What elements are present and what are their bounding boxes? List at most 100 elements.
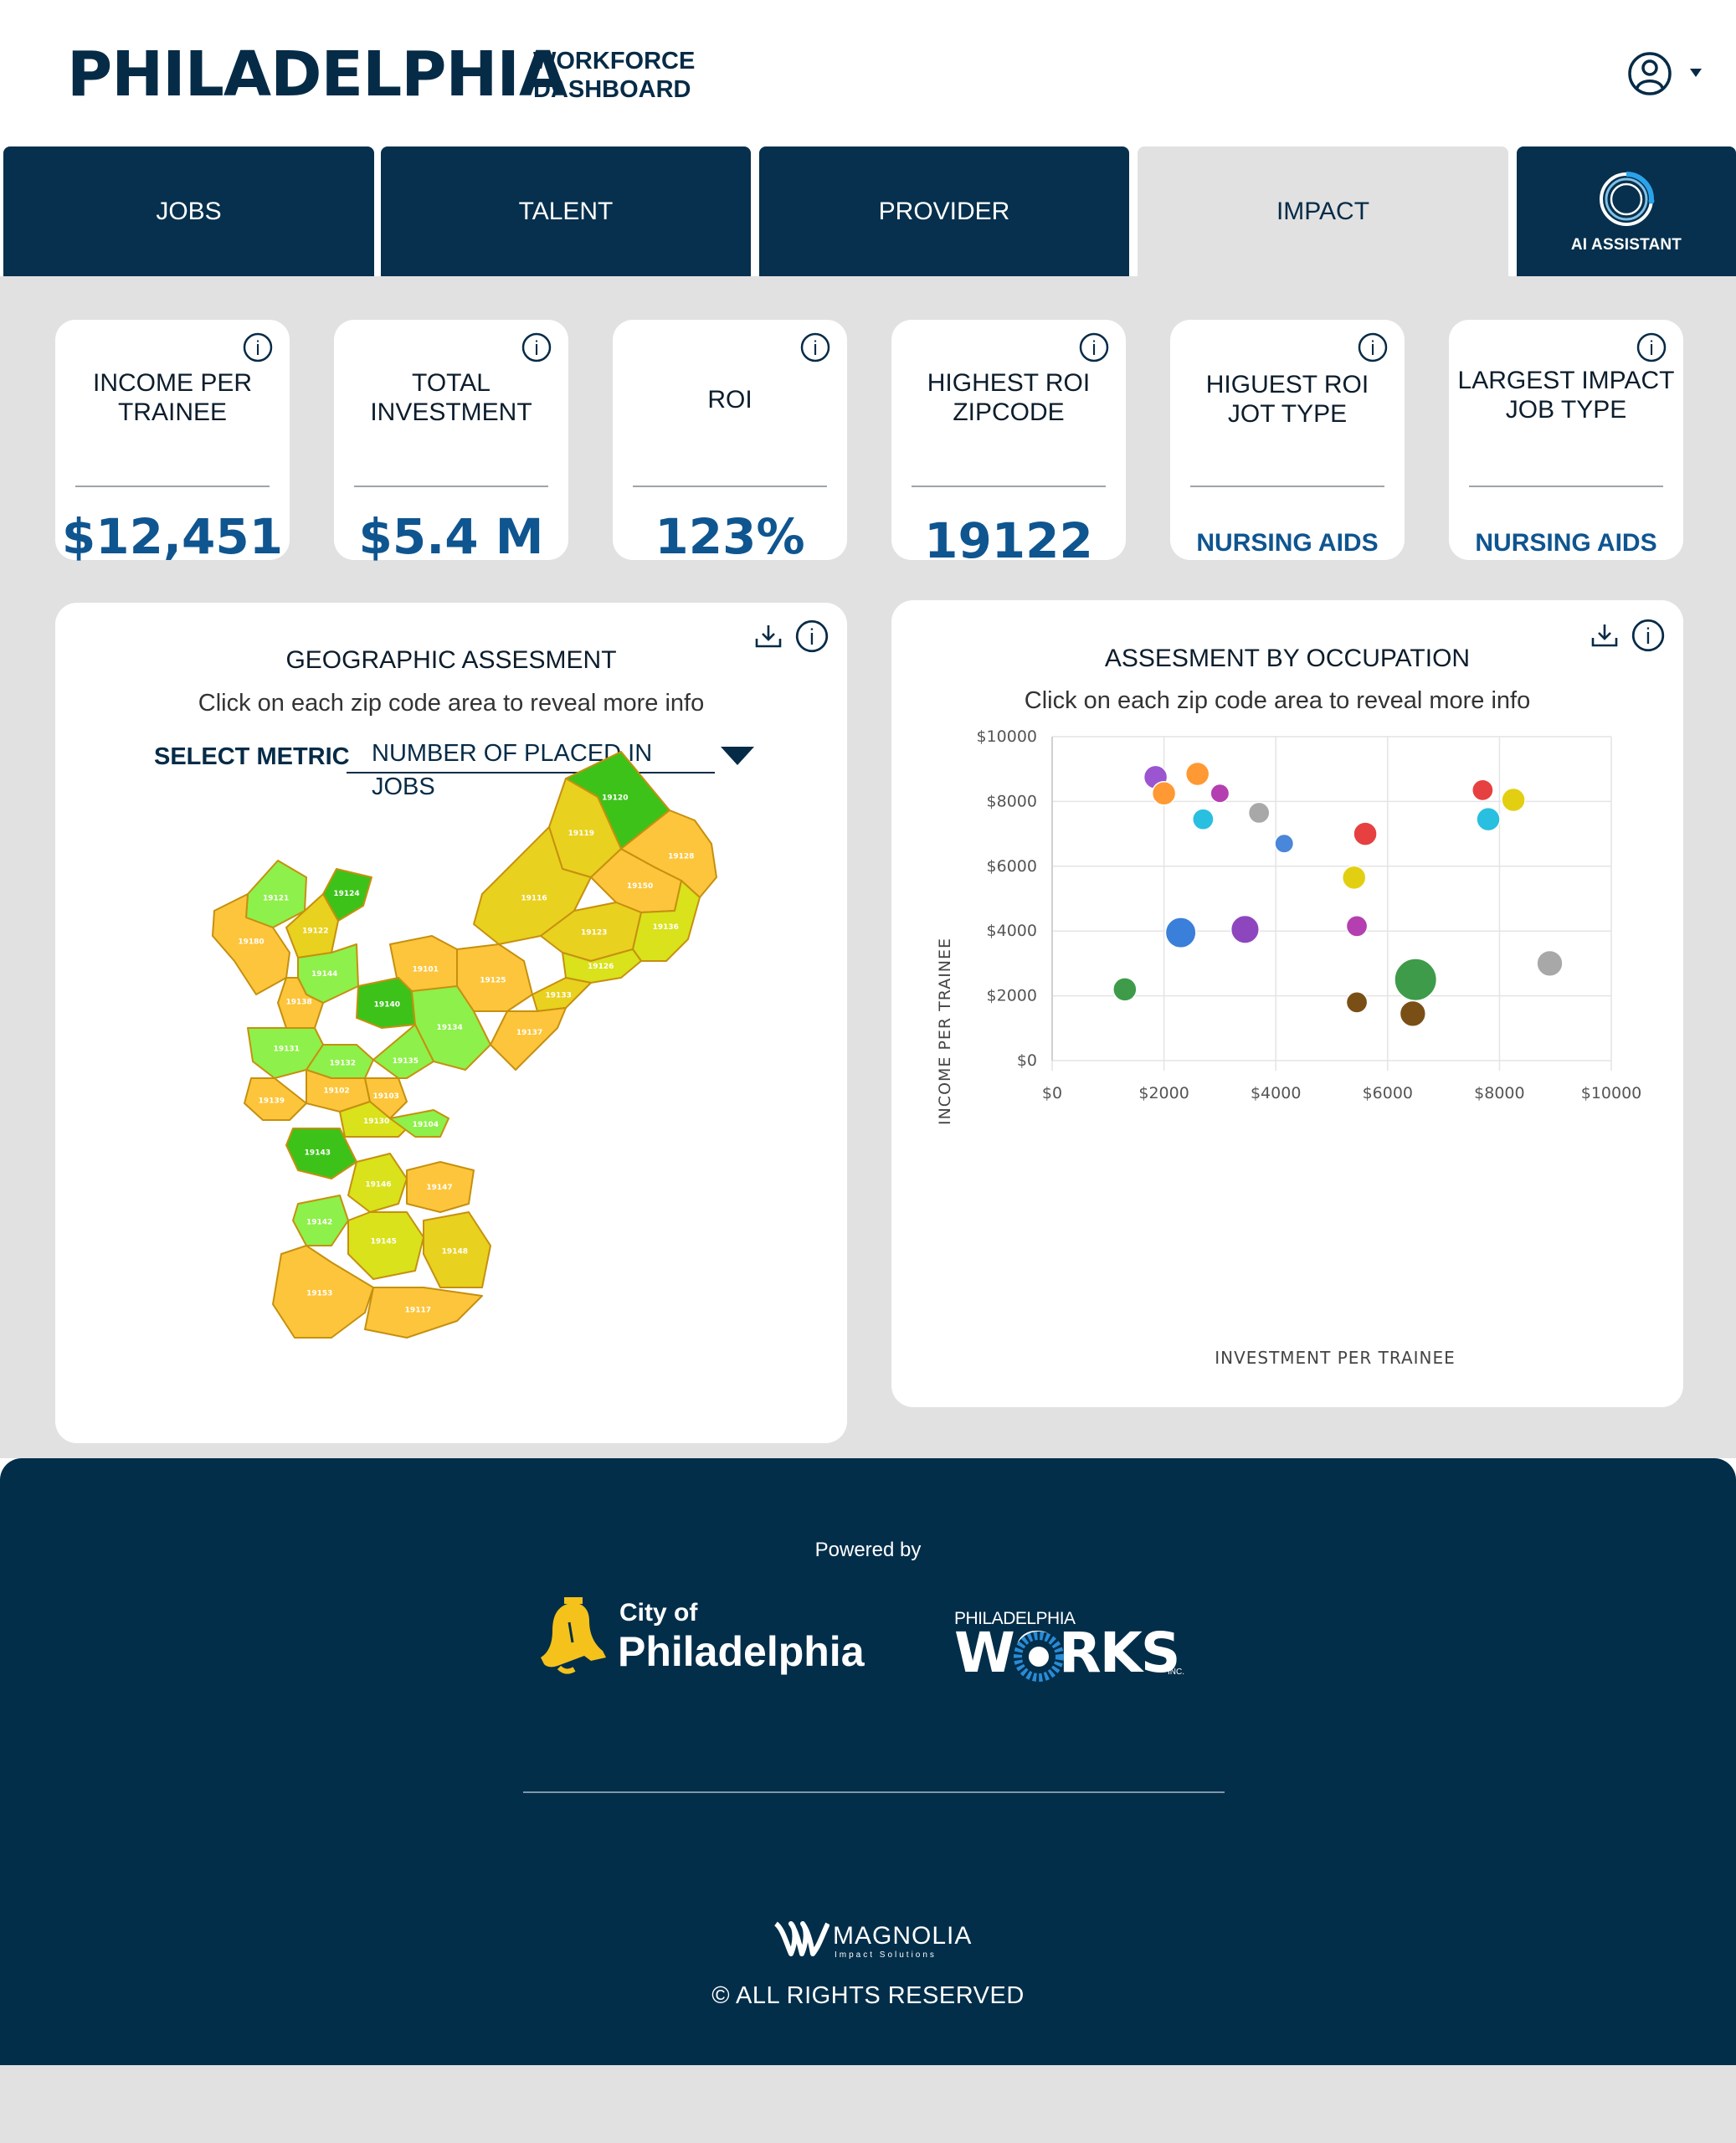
zipcode-label: 19123 [581,928,607,937]
scatter-point[interactable] [1471,779,1494,802]
zipcode-region[interactable] [244,1077,307,1121]
scatter-point[interactable] [1501,787,1526,813]
philadelphia-works-logo[interactable]: PHILADELPHIA WORKS INC. [954,1609,1205,1685]
scatter-point[interactable] [1247,801,1271,825]
scatter-point[interactable] [1341,865,1367,891]
zipcode-region[interactable] [212,893,290,995]
scatter-point[interactable] [1184,761,1210,787]
x-tick-label: $0 [1042,1084,1062,1102]
kpi-divider [633,486,827,487]
zipcode-region[interactable] [285,1128,357,1179]
info-icon[interactable]: i [800,332,830,362]
y-tick-label: $10000 [976,727,1037,746]
zipcode-label: 19140 [374,1001,400,1010]
y-tick-label: $2000 [987,987,1037,1005]
x-tick-label: $10000 [1581,1084,1642,1102]
tab-ai-assistant-label: AI ASSISTANT [1570,235,1682,254]
kpi-label: TOTAL INVESTMENT [334,368,568,427]
zipcode-region[interactable] [322,868,372,922]
scatter-point[interactable] [1274,833,1295,854]
occupation-scatter-chart[interactable]: $0 $2000 $4000 $6000 $8000 $10000 $0 $2000 $4000… [891,600,1683,1407]
zipcode-label: 19150 [627,882,653,891]
svg-text:i: i [809,624,814,650]
zipcode-label: 19116 [521,895,547,903]
liberty-bell-icon [541,1597,606,1674]
zipcode-label: 19142 [306,1219,332,1227]
scatter-point[interactable] [1394,958,1438,1002]
zipcode-region[interactable] [364,1077,408,1119]
info-icon[interactable]: i [1358,332,1388,362]
download-icon[interactable] [1590,621,1620,650]
kpi-label-line1: HIGUEST ROI [1205,371,1369,398]
scatter-point[interactable] [1536,949,1564,978]
info-icon[interactable]: i [1631,619,1665,652]
info-icon[interactable]: i [1636,332,1667,362]
info-icon[interactable]: i [243,332,273,362]
scatter-point[interactable] [1210,783,1230,804]
tab-impact[interactable]: IMPACT [1138,146,1508,276]
zipcode-region[interactable] [406,1161,475,1213]
brand-title: PHILADELPHIA [67,39,567,110]
download-icon[interactable] [753,622,783,650]
zipcode-label: 19128 [668,852,694,861]
kpi-value: 123% [655,508,805,565]
scatter-point[interactable] [1399,1000,1427,1028]
kpi-label: HIGHEST ROI ZIPCODE [891,368,1126,427]
scatter-point[interactable] [1112,977,1138,1002]
zipcode-region[interactable] [532,977,592,1012]
zipcode-map[interactable]: 19120 19128 19119 19150 19116 19121 19124 19180… [55,603,847,1443]
zipcode-region[interactable] [347,1211,424,1280]
zipcode-region[interactable] [372,1024,434,1079]
zipcode-label: 19122 [302,928,328,936]
zipcode-region[interactable] [423,1211,491,1288]
kpi-income-per-trainee: i INCOME PER TRAINEE $12,451 [55,320,290,565]
zipcode-region[interactable] [272,1245,374,1339]
ai-ring-icon [1600,171,1655,226]
tab-talent[interactable]: TALENT [381,146,751,276]
zipcode-region[interactable] [277,977,324,1029]
chevron-down-icon[interactable] [721,747,754,765]
brand-subtitle-line1: WORKFORCE [533,48,696,75]
user-menu[interactable] [1628,50,1703,100]
scatter-point[interactable] [1230,914,1261,944]
scatter-point[interactable] [1345,915,1369,938]
brand-subtitle: WORKFORCE DASHBOARD [533,47,695,104]
zipcode-label: 19130 [363,1118,389,1126]
zipcode-region[interactable] [285,893,339,958]
tab-ai-assistant[interactable]: AI ASSISTANT [1517,146,1736,276]
user-circle-icon[interactable] [1628,50,1703,100]
scatter-point[interactable] [1164,917,1197,949]
kpi-roi: i ROI 123% [613,320,847,565]
scatter-point[interactable] [1476,806,1501,832]
zipcode-label: 19104 [413,1121,439,1129]
info-icon[interactable]: i [521,332,552,362]
scatter-point[interactable] [1345,990,1369,1014]
scatter-point[interactable] [1151,780,1177,806]
info-icon[interactable]: i [795,619,829,653]
kpi-label-line2: JOT TYPE [1227,400,1348,428]
scatter-point[interactable] [1192,808,1215,831]
zipcode-label: 19148 [442,1248,468,1257]
zipcode-region[interactable] [347,1153,408,1213]
x-tick-label: $8000 [1474,1084,1524,1102]
zipcode-label: 19132 [330,1059,356,1067]
zipcode-region[interactable] [364,1287,483,1339]
zipcode-label: 19120 [602,794,628,802]
tab-provider[interactable]: PROVIDER [759,146,1129,276]
city-of-philadelphia-logo[interactable]: City of Philadelphia [536,1592,871,1684]
tab-jobs[interactable]: JOBS [3,146,374,276]
zipcode-region[interactable] [389,1109,449,1138]
kpi-total-investment: i TOTAL INVESTMENT $5.4 M [334,320,568,565]
magnolia-logo-sub: Impact Solutions [835,1950,937,1960]
y-tick-label: $4000 [987,922,1037,940]
zipcode-label: 19135 [393,1057,419,1066]
kpi-label-line1: INCOME PER [92,369,253,397]
city-logo-line2: Philadelphia [618,1628,865,1675]
zipcode-label: 19124 [333,890,359,898]
scatter-point[interactable] [1353,821,1378,846]
zipcode-region[interactable] [490,1007,567,1071]
zipcode-region[interactable] [292,1195,349,1246]
magnolia-logo[interactable]: MAGNOLIA Impact Solutions [774,1920,975,1962]
svg-text:i: i [1649,337,1653,360]
info-icon[interactable]: i [1079,332,1109,362]
